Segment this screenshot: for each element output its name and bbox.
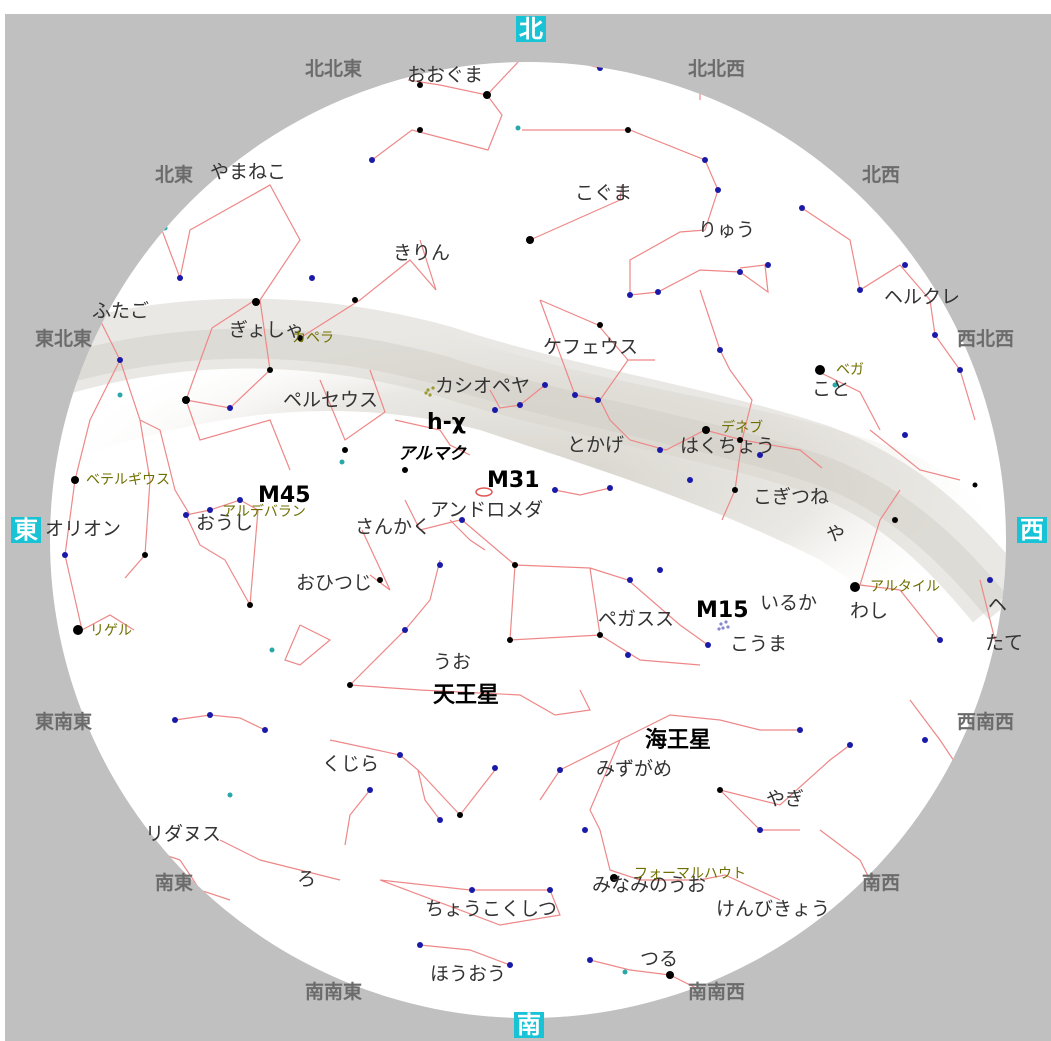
dir-ne: 北東 — [155, 164, 194, 186]
dir-nne: 北北東 — [305, 58, 363, 80]
dir-se: 南東 — [155, 872, 194, 894]
con-microscopium: けんびきょう — [716, 898, 831, 920]
object-almach: アルマク — [398, 444, 466, 464]
dir-sw: 南西 — [862, 872, 901, 894]
planet-uranus: 天王星 — [433, 683, 500, 708]
con-cygnus: はくちょう — [680, 435, 776, 457]
cardinal-east: 東 — [11, 517, 41, 543]
con-phoenix: ほうおう — [430, 963, 507, 985]
con-ursa-minor: こぐま — [575, 182, 633, 204]
dir-wnw: 西北西 — [957, 328, 1015, 350]
con-delphinus: いるか — [760, 592, 818, 614]
star-fomalhaut: フォーマルハウト — [634, 866, 746, 882]
con-equuleus: こうま — [730, 633, 788, 655]
object-h-chi: h-χ — [427, 410, 466, 435]
dir-wsw: 西南西 — [957, 711, 1015, 733]
con-auriga: ぎょしゃ — [229, 319, 305, 341]
con-cassiopeia: カシオペヤ — [435, 375, 531, 397]
cardinal-north: 北 — [516, 16, 546, 42]
cardinal-south: 南 — [514, 1012, 544, 1038]
con-orion: オリオン — [45, 518, 122, 540]
con-capricornus: やぎ — [766, 788, 805, 810]
con-gemini: ふたご — [92, 300, 150, 322]
con-taurus: おうし — [196, 512, 254, 534]
dir-ene: 東北東 — [35, 328, 93, 350]
con-lyra: こと — [812, 378, 851, 400]
star-altair: アルタイル — [870, 579, 940, 595]
con-aquila: わし — [850, 600, 889, 622]
con-aries: おひつじ — [296, 572, 373, 594]
con-andromeda: アンドロメダ — [430, 499, 544, 521]
dir-ssw: 南南西 — [688, 981, 746, 1003]
con-serpens: ヘ — [988, 594, 1008, 616]
con-pegasus: ペガスス — [598, 608, 675, 630]
con-hercules: ヘルクレ — [884, 286, 961, 308]
star-capella: カペラ — [292, 330, 334, 346]
star-betelgeuse: ベテルギウス — [86, 472, 170, 488]
con-fornax: ろ — [297, 868, 317, 890]
con-lynx: やまねこ — [210, 161, 287, 183]
con-cepheus: ケフェウス — [543, 336, 639, 358]
con-aquarius: みずがめ — [596, 758, 673, 780]
con-lacerta: とかげ — [567, 434, 625, 456]
con-grus: つる — [640, 948, 679, 970]
milky-way — [50, 298, 1006, 660]
star-vega: ベガ — [836, 362, 864, 378]
dir-nw: 北西 — [862, 164, 901, 186]
con-cetus: くじら — [322, 753, 380, 775]
con-piscis-austrinus: みなみのうお — [592, 874, 707, 896]
con-pisces: うお — [433, 651, 472, 673]
con-scutum: たて — [985, 632, 1024, 654]
con-sculptor: ちょうこくしつ — [425, 898, 557, 920]
object-m15: M15 — [696, 598, 749, 623]
star-deneb: デネブ — [721, 420, 763, 436]
con-triangulum: さんかく — [355, 516, 432, 538]
con-ursa-major: おおぐま — [407, 64, 484, 86]
constellation-lines — [64, 62, 1001, 991]
con-sagitta: や — [826, 523, 846, 545]
deep-sky-markers — [424, 386, 730, 631]
dir-ese: 東南東 — [35, 711, 93, 733]
object-m45: M45 — [258, 483, 311, 508]
cardinal-west: 西 — [1017, 517, 1047, 543]
star-aldebaran: アルデバラン — [222, 504, 306, 520]
object-m31: M31 — [487, 468, 540, 493]
con-camelopardalis: きりん — [393, 242, 451, 264]
dir-sse: 南南東 — [305, 981, 363, 1003]
planet-neptune: 海王星 — [645, 728, 712, 753]
con-eridanus: リダヌス — [145, 823, 222, 845]
con-draco: りゅう — [698, 219, 756, 241]
top-margin — [0, 0, 1051, 14]
dir-nnw: 北北西 — [688, 58, 746, 80]
star-rigel: リゲル — [90, 623, 132, 639]
con-perseus: ペルセウス — [283, 389, 379, 411]
con-vulpecula: こぎつね — [753, 486, 830, 508]
